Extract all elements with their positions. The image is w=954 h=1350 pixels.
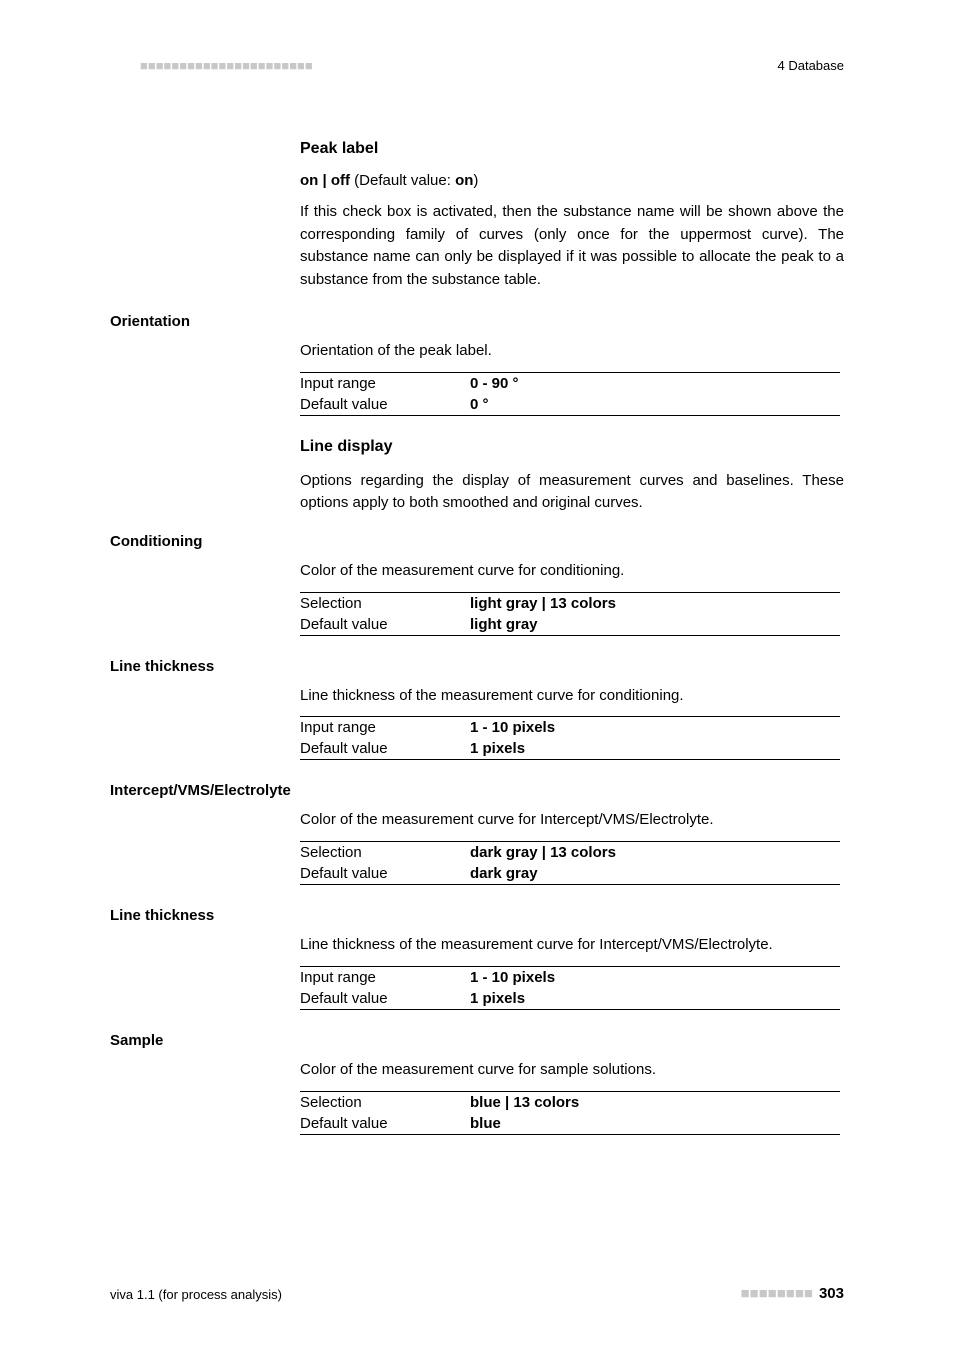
line-thickness-1-table: Input range 1 - 10 pixels Default value … xyxy=(300,716,840,760)
header-marker: ■■■■■■■■■■■■■■■■■■■■■■ xyxy=(140,58,313,73)
heading-peak-label: Peak label xyxy=(300,140,844,158)
side-intercept: Intercept/VMS/Electrolyte xyxy=(110,782,844,799)
table-row: Selection blue | 13 colors xyxy=(300,1091,840,1113)
cell-label: Default value xyxy=(300,738,470,760)
toggle-mid-text: (Default value: xyxy=(350,172,455,189)
table-row: Input range 1 - 10 pixels xyxy=(300,717,840,739)
table-row: Default value light gray xyxy=(300,614,840,636)
orientation-table: Input range 0 - 90 ° Default value 0 ° xyxy=(300,372,840,416)
cell-label: Input range xyxy=(300,717,470,739)
intercept-desc: Color of the measurement curve for Inter… xyxy=(300,809,844,831)
footer-page: ■■■■■■■■ 303 xyxy=(740,1285,844,1302)
side-line-thickness-2: Line thickness xyxy=(110,907,844,924)
cell-value: dark gray | 13 colors xyxy=(470,842,840,864)
conditioning-desc: Color of the measurement curve for condi… xyxy=(300,560,844,582)
table-row: Selection dark gray | 13 colors xyxy=(300,842,840,864)
line-display-description: Options regarding the display of measure… xyxy=(300,470,844,515)
cell-label: Input range xyxy=(300,372,470,394)
cell-value: light gray | 13 colors xyxy=(470,592,840,614)
sample-desc: Color of the measurement curve for sampl… xyxy=(300,1059,844,1081)
cell-value: dark gray xyxy=(470,863,840,885)
peak-label-toggle: on | off (Default value: on) xyxy=(300,172,844,189)
page-content: Peak label on | off (Default value: on) … xyxy=(110,140,844,1135)
table-row: Default value 1 pixels xyxy=(300,738,840,760)
table-row: Input range 1 - 10 pixels xyxy=(300,966,840,988)
line-thickness-1-desc: Line thickness of the measurement curve … xyxy=(300,685,844,707)
footer-dots: ■■■■■■■■ xyxy=(740,1285,812,1302)
intercept-table: Selection dark gray | 13 colors Default … xyxy=(300,841,840,885)
cell-label: Default value xyxy=(300,1113,470,1135)
table-row: Selection light gray | 13 colors xyxy=(300,592,840,614)
cell-label: Selection xyxy=(300,842,470,864)
cell-label: Default value xyxy=(300,988,470,1010)
cell-label: Default value xyxy=(300,614,470,636)
table-row: Default value 1 pixels xyxy=(300,988,840,1010)
cell-value: 1 pixels xyxy=(470,988,840,1010)
line-thickness-2-table: Input range 1 - 10 pixels Default value … xyxy=(300,966,840,1010)
toggle-options: on | off xyxy=(300,172,350,189)
conditioning-table: Selection light gray | 13 colors Default… xyxy=(300,592,840,636)
cell-value: 0 - 90 ° xyxy=(470,372,840,394)
cell-label: Default value xyxy=(300,863,470,885)
heading-line-display: Line display xyxy=(300,438,844,456)
table-row: Default value blue xyxy=(300,1113,840,1135)
side-sample: Sample xyxy=(110,1032,844,1049)
toggle-suffix: ) xyxy=(473,172,478,189)
side-conditioning: Conditioning xyxy=(110,533,844,550)
cell-value: light gray xyxy=(470,614,840,636)
line-thickness-2-desc: Line thickness of the measurement curve … xyxy=(300,934,844,956)
toggle-default-value: on xyxy=(455,172,473,189)
side-line-thickness-1: Line thickness xyxy=(110,658,844,675)
footer-product: viva 1.1 (for process analysis) xyxy=(110,1287,282,1302)
sample-table: Selection blue | 13 colors Default value… xyxy=(300,1091,840,1135)
cell-label: Input range xyxy=(300,966,470,988)
cell-value: 1 pixels xyxy=(470,738,840,760)
table-row: Input range 0 - 90 ° xyxy=(300,372,840,394)
cell-label: Selection xyxy=(300,592,470,614)
cell-label: Default value xyxy=(300,394,470,416)
cell-value: 1 - 10 pixels xyxy=(470,717,840,739)
cell-value: 1 - 10 pixels xyxy=(470,966,840,988)
table-row: Default value dark gray xyxy=(300,863,840,885)
side-orientation: Orientation xyxy=(110,313,844,330)
header-chapter: 4 Database xyxy=(778,58,845,73)
orientation-desc: Orientation of the peak label. xyxy=(300,340,844,362)
cell-value: blue | 13 colors xyxy=(470,1091,840,1113)
cell-value: blue xyxy=(470,1113,840,1135)
cell-value: 0 ° xyxy=(470,394,840,416)
peak-label-description: If this check box is activated, then the… xyxy=(300,201,844,291)
cell-label: Selection xyxy=(300,1091,470,1113)
footer-page-number: 303 xyxy=(819,1285,844,1302)
table-row: Default value 0 ° xyxy=(300,394,840,416)
